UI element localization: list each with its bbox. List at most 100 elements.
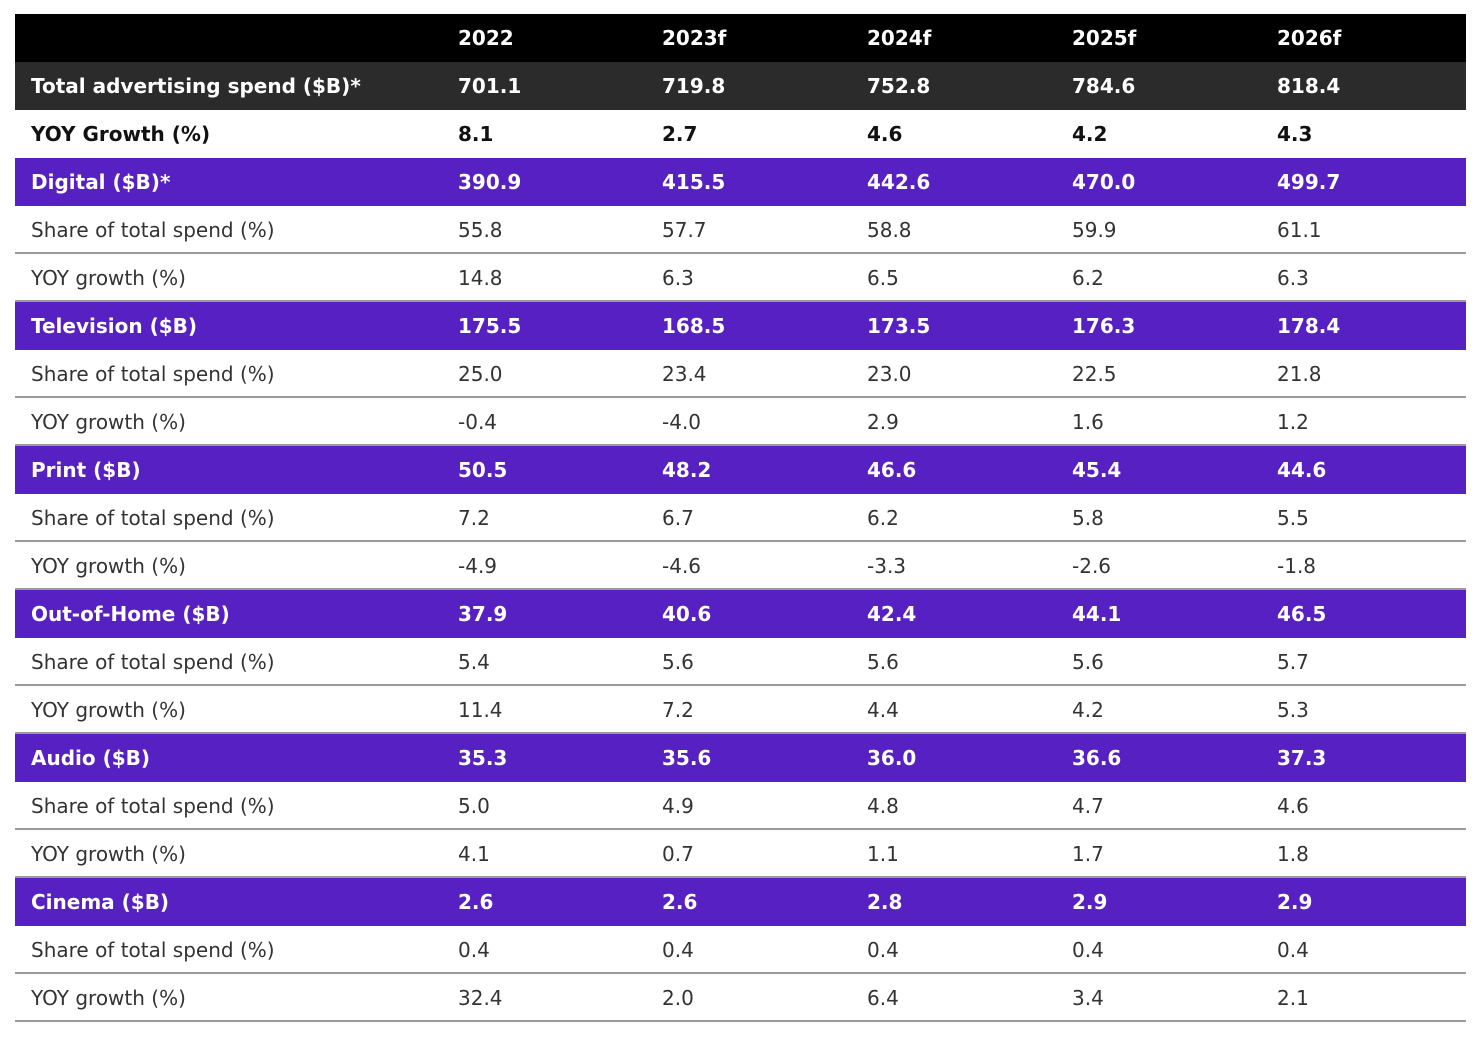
sub-row: YOY growth (%) 14.8 6.3 6.5 6.2 6.3	[15, 254, 1466, 302]
group-row: Cinema ($B) 2.6 2.6 2.8 2.9 2.9	[15, 878, 1466, 926]
value-cell: 1.2	[1277, 410, 1309, 434]
row-label: Share of total spend (%)	[31, 362, 275, 386]
value-cell: 2.8	[867, 890, 903, 914]
value-cell: 40.6	[662, 602, 712, 626]
value-cell: 61.1	[1277, 218, 1322, 242]
value-cell: 55.8	[458, 218, 503, 242]
value-cell: 6.2	[867, 506, 899, 530]
value-cell: 50.5	[458, 458, 508, 482]
value-cell: 45.4	[1072, 458, 1122, 482]
value-cell: 5.7	[1277, 650, 1309, 674]
sub-row: Share of total spend (%) 7.2 6.7 6.2 5.8 5.5	[15, 494, 1466, 542]
total-row: Total advertising spend ($B)* 701.1 719.8 7…	[15, 62, 1466, 110]
value-cell: 48.2	[662, 458, 712, 482]
growth-row: YOY Growth (%) 8.1 2.7 4.6 4.2 4.3	[15, 110, 1466, 158]
sub-row: Share of total spend (%) 5.0 4.9 4.8 4.7 4.6	[15, 782, 1466, 830]
row-label: Share of total spend (%)	[31, 218, 275, 242]
value-cell: 415.5	[662, 170, 726, 194]
value-cell: 173.5	[867, 314, 931, 338]
value-cell: 175.5	[458, 314, 522, 338]
value-cell: 59.9	[1072, 218, 1117, 242]
sub-row: YOY growth (%) -4.9 -4.6 -3.3 -2.6 -1.8	[15, 542, 1466, 590]
value-cell: 6.4	[867, 986, 899, 1010]
value-cell: 57.7	[662, 218, 707, 242]
value-cell: 5.6	[1072, 650, 1104, 674]
value-cell: 37.9	[458, 602, 508, 626]
row-label: YOY growth (%)	[31, 986, 186, 1010]
value-cell: 25.0	[458, 362, 503, 386]
value-cell: 5.4	[458, 650, 490, 674]
value-cell: 23.4	[662, 362, 707, 386]
value-cell: 4.2	[1072, 698, 1104, 722]
value-cell: 1.1	[867, 842, 899, 866]
value-cell: 176.3	[1072, 314, 1136, 338]
value-cell: 5.5	[1277, 506, 1309, 530]
row-label: Total advertising spend ($B)*	[31, 74, 361, 98]
value-cell: 44.1	[1072, 602, 1122, 626]
group-row: Digital ($B)* 390.9 415.5 442.6 470.0 499.7	[15, 158, 1466, 206]
value-cell: 442.6	[867, 170, 931, 194]
value-cell: 46.5	[1277, 602, 1327, 626]
value-cell: 0.4	[458, 938, 490, 962]
value-cell: 5.0	[458, 794, 490, 818]
value-cell: 0.7	[662, 842, 694, 866]
value-cell: 11.4	[458, 698, 503, 722]
value-cell: 2.9	[1277, 890, 1313, 914]
sub-row: Share of total spend (%) 5.4 5.6 5.6 5.6 5.7	[15, 638, 1466, 686]
sub-row: YOY growth (%) -0.4 -4.0 2.9 1.6 1.2	[15, 398, 1466, 446]
row-label: Print ($B)	[31, 458, 141, 482]
row-label: Share of total spend (%)	[31, 506, 275, 530]
value-cell: -2.6	[1072, 554, 1112, 578]
value-cell: 4.2	[1072, 122, 1108, 146]
row-label: YOY Growth (%)	[31, 122, 211, 146]
value-cell: 1.8	[1277, 842, 1309, 866]
value-cell: 1.7	[1072, 842, 1104, 866]
row-label: Share of total spend (%)	[31, 650, 275, 674]
value-cell: -4.9	[458, 554, 498, 578]
value-cell: 784.6	[1072, 74, 1136, 98]
group-row: Television ($B) 175.5 168.5 173.5 176.3 178.4	[15, 302, 1466, 350]
value-cell: 4.6	[1277, 794, 1309, 818]
value-cell: 0.4	[867, 938, 899, 962]
value-cell: 5.6	[662, 650, 694, 674]
value-cell: 14.8	[458, 266, 503, 290]
value-cell: 6.3	[1277, 266, 1309, 290]
group-row: Print ($B) 50.5 48.2 46.6 45.4 44.6	[15, 446, 1466, 494]
value-cell: 5.8	[1072, 506, 1104, 530]
value-cell: 470.0	[1072, 170, 1136, 194]
value-cell: 752.8	[867, 74, 931, 98]
value-cell: 168.5	[662, 314, 726, 338]
value-cell: 0.4	[1072, 938, 1104, 962]
row-label: YOY growth (%)	[31, 842, 186, 866]
table: 2022 2023f 2024f 2025f 2026f Total advertisin…	[15, 14, 1466, 1022]
value-cell: 22.5	[1072, 362, 1117, 386]
sub-row: Share of total spend (%) 55.8 57.7 58.8 59.9…	[15, 206, 1466, 254]
sub-row: YOY growth (%) 11.4 7.2 4.4 4.2 5.3	[15, 686, 1466, 734]
value-cell: 23.0	[867, 362, 912, 386]
row-label: YOY growth (%)	[31, 698, 186, 722]
value-cell: 390.9	[458, 170, 522, 194]
value-cell: 701.1	[458, 74, 522, 98]
value-cell: 58.8	[867, 218, 912, 242]
value-cell: 36.6	[1072, 746, 1122, 770]
value-cell: -1.8	[1277, 554, 1317, 578]
value-cell: 2.7	[662, 122, 698, 146]
value-cell: 2.6	[662, 890, 698, 914]
value-cell: 7.2	[458, 506, 490, 530]
value-cell: 1.6	[1072, 410, 1104, 434]
value-cell: 4.8	[867, 794, 899, 818]
sub-row: Share of total spend (%) 25.0 23.4 23.0 22.5…	[15, 350, 1466, 398]
value-cell: 6.2	[1072, 266, 1104, 290]
group-row: Audio ($B) 35.3 35.6 36.0 36.6 37.3	[15, 734, 1466, 782]
group-row: Out-of-Home ($B) 37.9 40.6 42.4 44.1 46.5	[15, 590, 1466, 638]
value-cell: 46.6	[867, 458, 917, 482]
value-cell: 35.3	[458, 746, 508, 770]
row-label: YOY growth (%)	[31, 554, 186, 578]
row-label: Share of total spend (%)	[31, 938, 275, 962]
value-cell: 32.4	[458, 986, 503, 1010]
row-label: YOY growth (%)	[31, 410, 186, 434]
sub-row: Share of total spend (%) 0.4 0.4 0.4 0.4 0.4	[15, 926, 1466, 974]
row-label: Out-of-Home ($B)	[31, 602, 230, 626]
value-cell: 2.1	[1277, 986, 1309, 1010]
